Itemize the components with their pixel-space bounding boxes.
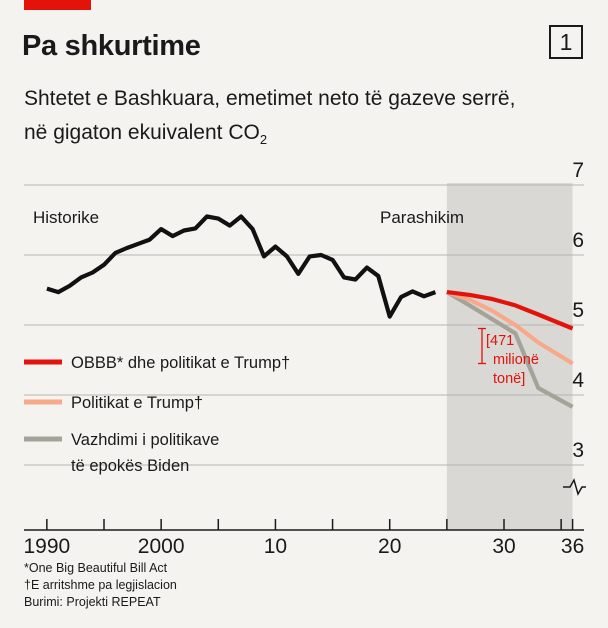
x-tick-label-2030: 30 <box>492 535 515 558</box>
region-label-history: Historike <box>33 208 99 227</box>
x-tick-label-1990: 1990 <box>23 535 70 558</box>
subtitle-line-2: në gigaton ekuivalent CO2 <box>24 116 515 157</box>
subtitle-line-2-text: në gigaton ekuivalent CO <box>24 121 260 144</box>
x-tick-label-2020: 20 <box>378 535 401 558</box>
x-tick-label-2010: 10 <box>264 535 287 558</box>
y-tick-label-5: 5 <box>572 299 584 322</box>
source-note: Burimi: Projekti REPEAT <box>24 595 161 609</box>
subtitle-line-1: Shtetet e Bashkuara, emetimet neto të ga… <box>24 87 516 110</box>
x-tick-label-2036: 36 <box>561 535 584 558</box>
region-label-forecast: Parashikim <box>380 208 464 227</box>
chart-title: Pa shkurtime <box>22 30 201 62</box>
legend-label-biden-line-2: të epokës Biden <box>71 457 189 475</box>
y-tick-label-6: 6 <box>572 229 584 252</box>
annotation-text-line-3: tonë] <box>493 371 525 387</box>
series-line-history <box>46 214 437 319</box>
chart-number-badge: 1 <box>549 25 583 59</box>
series-line-biden <box>445 290 574 409</box>
x-tick-label-2000: 2000 <box>138 535 185 558</box>
series-line-obbb <box>446 290 574 331</box>
annotation-text-line-1: [471 <box>486 333 514 349</box>
chart-subtitle: Shtetet e Bashkuara, emetimet neto të ga… <box>24 82 515 157</box>
accent-bar <box>24 0 91 10</box>
series-line-trump <box>446 290 574 366</box>
y-tick-label-4: 4 <box>572 369 584 392</box>
axis-break-icon <box>563 478 586 496</box>
footnote-obbb: *One Big Beautiful Bill Act <box>24 561 168 575</box>
annotation-text-line-2: milionë <box>493 352 539 368</box>
forecast-region <box>446 183 573 530</box>
legend-label-biden-line-1: Vazhdimi i politikave <box>71 431 219 449</box>
y-tick-label-7: 7 <box>572 159 584 182</box>
legend-label-obbb: OBBB* dhe politikat e Trump† <box>71 354 290 372</box>
y-tick-label-3: 3 <box>572 439 584 462</box>
legend-label-trump: Politikat e Trump† <box>71 394 203 412</box>
footnote-trump: †E arritshme pa legjislacion <box>24 578 177 592</box>
subtitle-subscript: 2 <box>259 132 268 148</box>
